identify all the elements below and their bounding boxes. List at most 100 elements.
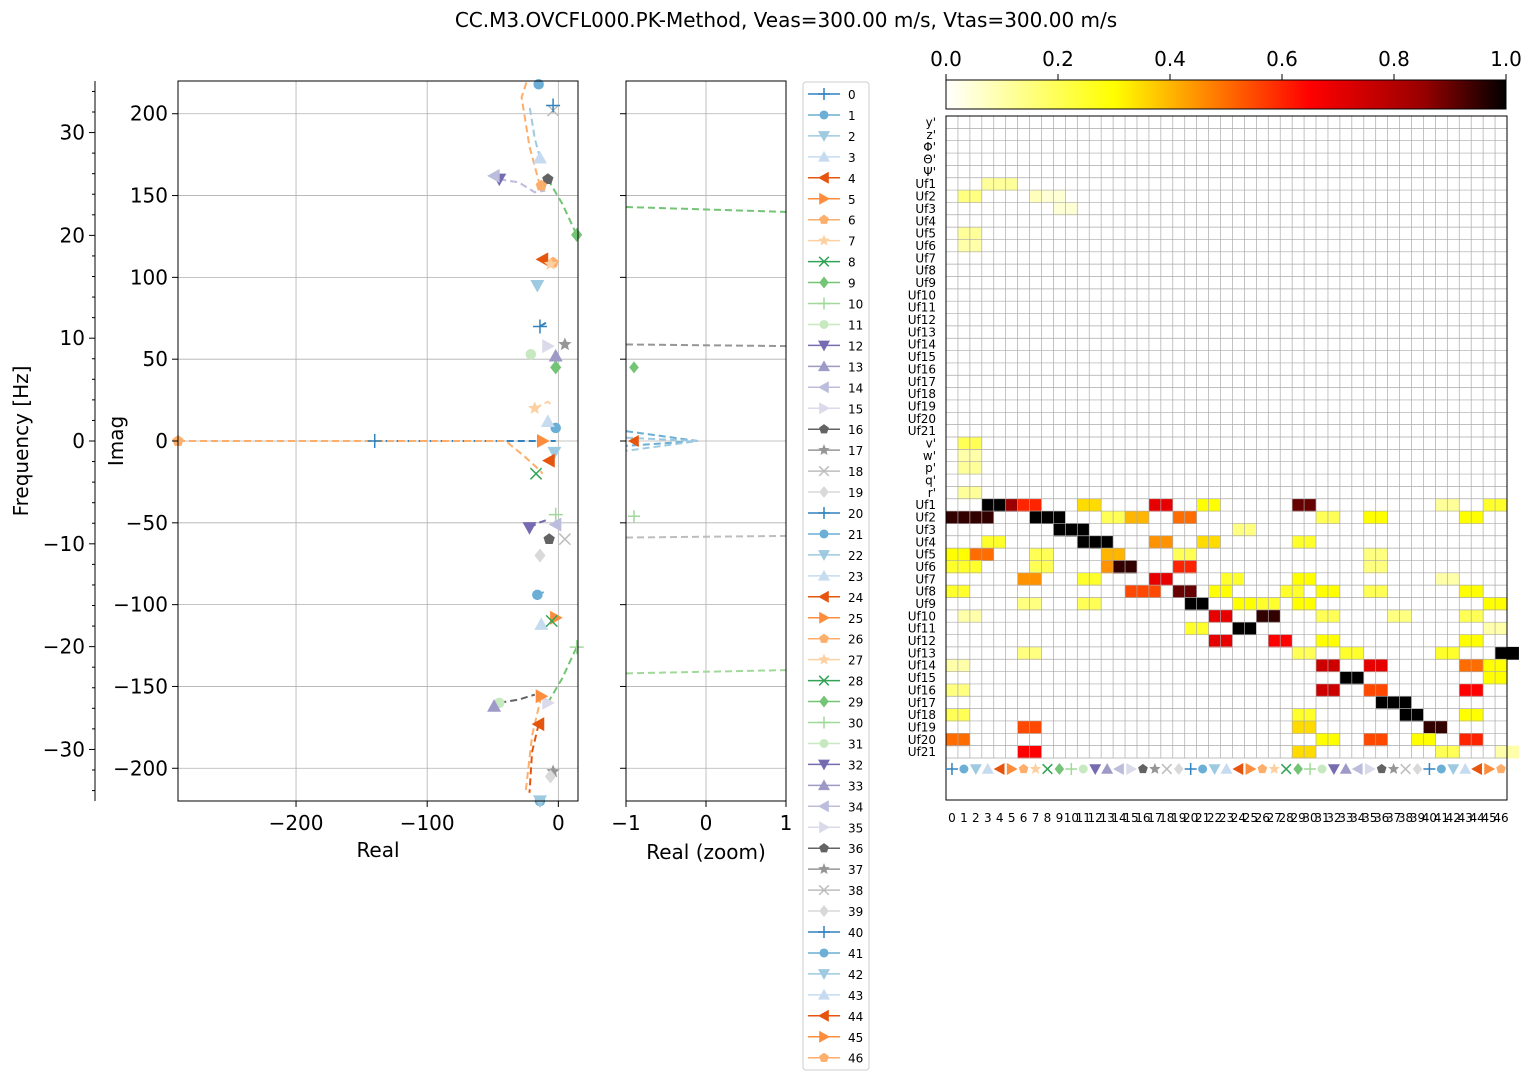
legend-label: 4 <box>848 172 856 186</box>
legend-entry-46: 46 <box>808 1052 863 1066</box>
zoom-marker-4-shape <box>628 435 639 447</box>
legend-marker <box>818 569 830 581</box>
legend-label: 17 <box>848 444 863 458</box>
heatmap-row-label: Uf1 <box>915 498 936 512</box>
legend-entry-14: 14 <box>808 381 863 395</box>
legend-label: 15 <box>848 402 863 416</box>
heatmap-mode-marker-42 <box>1447 764 1460 775</box>
legend-entry-4: 4 <box>808 171 856 186</box>
heatmap-mode-marker-26-shape <box>1257 763 1268 774</box>
heatmap-mode-marker-28 <box>1280 763 1292 775</box>
eigenvalue-marker-40 <box>546 98 561 113</box>
locus-curve-6 <box>524 696 543 793</box>
heatmap-col-label: 42 <box>1446 811 1461 825</box>
legend-marker-shape <box>818 884 830 896</box>
eigenvalue-marker-5-shape <box>536 434 550 448</box>
legend-label: 2 <box>848 130 856 144</box>
eigenvalue-marker-11 <box>525 349 537 360</box>
eigenvalue-marker-22-shape <box>530 279 545 293</box>
heatmap-mode-marker-13-shape <box>1101 763 1114 774</box>
eigenvalue-marker-27 <box>543 257 558 270</box>
eigenvalue-marker-10-shape <box>548 507 563 522</box>
heatmap-col-label: 36 <box>1374 811 1389 825</box>
heatmap-row-label: Uf13 <box>908 325 936 339</box>
heatmap-axes <box>945 115 1508 801</box>
heatmap-mode-marker-44 <box>1471 763 1482 775</box>
eigenvalue-marker-17-shape <box>558 337 572 351</box>
y-tick-label: 0 <box>155 429 168 453</box>
heatmap-col-label: 1 <box>960 811 968 825</box>
heatmap-col-label: 3 <box>984 811 992 825</box>
legend-marker <box>818 1009 829 1022</box>
locus-curve-0 <box>539 319 549 328</box>
eigenvalue-marker-22 <box>530 279 545 293</box>
eigenvalue-marker-1-shape <box>533 79 544 90</box>
heatmap-mode-marker-23-shape <box>1220 763 1233 774</box>
legend-label: 31 <box>848 737 863 751</box>
heatmap-row-label: Uf9 <box>915 597 936 611</box>
legend-label: 20 <box>848 507 863 521</box>
freq-tick-label: −10 <box>43 532 85 556</box>
heatmap-row-label: Uf6 <box>915 560 936 574</box>
legend-marker <box>818 340 830 352</box>
heatmap-col-label: 26 <box>1255 811 1270 825</box>
heatmap-mode-marker-32 <box>1327 764 1340 775</box>
legend-label: 19 <box>848 486 863 500</box>
heatmap-mode-marker-12-shape <box>1089 764 1102 775</box>
eigenvalue-marker-13-shape <box>548 348 563 362</box>
legend-marker-shape <box>818 675 830 686</box>
eigenvalue-marker-28 <box>545 614 558 628</box>
heatmap-row-label: Uf11 <box>908 622 936 636</box>
locus-curve-6 <box>520 80 541 186</box>
legend-label: 1 <box>848 109 856 123</box>
zoom-marker-9-shape <box>629 361 639 374</box>
heatmap-mode-marker-7-shape <box>1029 763 1042 774</box>
heatmap-mode-marker-29-shape <box>1293 763 1303 775</box>
eigenvalue-marker-19-shape <box>534 548 546 563</box>
eigenvalue-marker-24 <box>535 252 549 267</box>
zoom-panel: −1 0 1 Real (zoom) <box>611 80 792 864</box>
locus-curve-9 <box>546 646 578 704</box>
legend-marker-shape <box>818 800 829 813</box>
heatmap-row-label: Uf5 <box>915 548 936 562</box>
zoom-curve-9 <box>625 206 787 213</box>
eigenvalue-marker-28-shape <box>545 614 558 628</box>
y-tick-label: −200 <box>113 756 168 780</box>
eigenvalue-marker-34-shape <box>487 168 500 183</box>
heatmap-row-label: Uf20 <box>908 412 936 426</box>
legend-entry-13: 13 <box>808 360 863 374</box>
frequency-axis-label: Frequency [Hz] <box>9 366 33 517</box>
legend-marker-shape <box>818 150 830 162</box>
legend: 0123456789101112131415161718192021222324… <box>802 81 870 1071</box>
eigenvalue-marker-20-shape <box>532 319 547 334</box>
legend-label: 33 <box>848 779 863 793</box>
legend-marker <box>818 590 829 603</box>
eigenvalue-marker-0-shape <box>367 434 382 448</box>
heatmap-row-label: Uf17 <box>908 696 936 710</box>
legend-marker <box>818 759 830 771</box>
heatmap-mode-marker-7 <box>1029 763 1042 774</box>
legend-marker-shape <box>819 402 830 415</box>
heatmap-row-label: Uf9 <box>915 276 936 290</box>
heatmap-col-label: 34 <box>1350 811 1365 825</box>
legend-label: 46 <box>848 1052 863 1066</box>
locus-curve-9 <box>546 178 578 236</box>
heatmap-col-label: 21 <box>1195 811 1210 825</box>
legend-marker-shape <box>819 738 829 748</box>
legend-entry-16: 16 <box>808 423 863 437</box>
legend-marker-shape <box>819 486 829 499</box>
legend-marker <box>819 214 829 224</box>
eigenvalue-marker-17 <box>558 337 572 351</box>
heatmap-mode-marker-35-shape <box>1364 763 1376 775</box>
heatmap-col-label: 16 <box>1135 811 1150 825</box>
heatmap-row-label: Φ' <box>923 140 936 154</box>
eigenvalue-marker-1 <box>533 79 544 90</box>
eigenvalue-marker-46 <box>535 179 547 191</box>
heatmap-row-label: Uf14 <box>908 659 936 673</box>
legend-label: 16 <box>848 423 863 437</box>
heatmap-col-label: 2 <box>972 811 980 825</box>
heatmap-row-label: Uf4 <box>915 535 936 549</box>
legend-marker-shape <box>819 611 830 624</box>
heatmap-mode-marker-37-shape <box>1387 763 1400 774</box>
heatmap-row-label: Uf14 <box>908 338 936 352</box>
